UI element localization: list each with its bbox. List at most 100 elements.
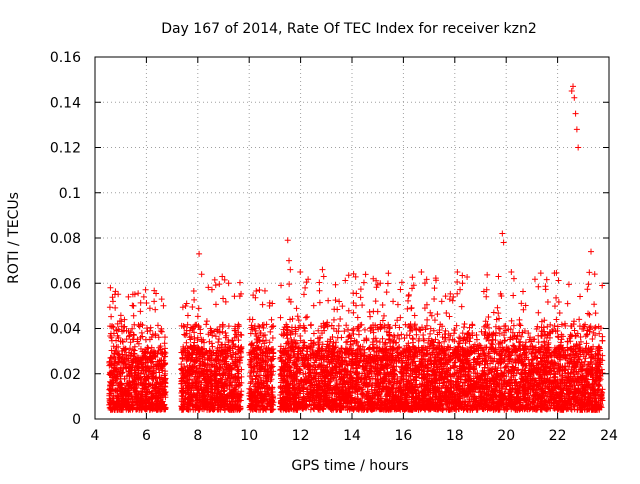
data-point: [303, 315, 309, 321]
data-point: [406, 292, 412, 298]
data-point: [520, 289, 526, 295]
data-point: [195, 313, 201, 319]
data-point: [337, 316, 343, 322]
data-point: [510, 342, 516, 348]
data-point: [238, 374, 244, 380]
data-point: [373, 298, 379, 304]
data-point: [552, 303, 558, 309]
data-point: [115, 291, 121, 297]
data-point: [483, 294, 489, 300]
data-point: [517, 339, 523, 345]
data-point: [262, 288, 268, 294]
data-point: [358, 294, 364, 300]
data-point: [112, 305, 118, 311]
data-point: [231, 293, 237, 299]
data-point: [494, 305, 500, 311]
data-point: [162, 340, 168, 346]
data-point: [155, 322, 161, 328]
data-point: [586, 281, 592, 287]
data-point: [216, 281, 222, 287]
data-point: [566, 281, 572, 287]
data-point: [446, 314, 452, 320]
data-point: [237, 280, 243, 286]
data-point: [385, 280, 391, 286]
data-point: [118, 312, 124, 318]
data-point: [517, 322, 523, 328]
data-point: [267, 329, 273, 335]
data-point: [464, 274, 470, 280]
data-point: [112, 288, 118, 294]
data-point: [424, 317, 430, 323]
data-point: [353, 291, 359, 297]
data-point: [213, 301, 219, 307]
data-point: [269, 324, 275, 330]
data-point: [189, 304, 195, 310]
data-point: [212, 277, 218, 283]
data-point: [143, 287, 149, 293]
data-point: [138, 300, 144, 306]
data-point: [387, 333, 393, 339]
data-point: [491, 309, 497, 315]
data-point: [325, 298, 331, 304]
data-point: [250, 316, 256, 322]
data-point: [553, 295, 559, 301]
data-point: [196, 305, 202, 311]
data-point: [148, 325, 154, 331]
data-point: [185, 313, 191, 319]
data-point: [535, 284, 541, 290]
data-point: [363, 271, 369, 277]
data-point: [397, 287, 403, 293]
data-point: [203, 321, 209, 327]
data-point: [535, 310, 541, 316]
data-point: [260, 302, 266, 308]
data-point: [183, 340, 189, 346]
data-point: [359, 302, 365, 308]
data-point: [108, 355, 114, 361]
data-point: [216, 336, 222, 342]
data-point: [137, 308, 143, 314]
data-point: [108, 314, 114, 320]
data-point: [523, 339, 529, 345]
data-point: [316, 280, 322, 286]
data-point: [236, 323, 242, 329]
data-point: [404, 306, 410, 312]
data-point: [431, 296, 437, 302]
data-point: [587, 312, 593, 318]
data-point: [301, 291, 307, 297]
data-point: [496, 325, 502, 331]
data-point: [427, 310, 433, 316]
data-point: [576, 316, 582, 322]
data-point: [410, 335, 416, 341]
data-point: [459, 304, 465, 310]
data-point: [585, 311, 591, 317]
data-point: [215, 339, 221, 345]
data-point: [131, 313, 137, 319]
data-point: [342, 278, 348, 284]
data-point: [412, 313, 418, 319]
data-point: [405, 298, 411, 304]
data-point: [143, 300, 149, 306]
data-point: [450, 298, 456, 304]
chart-title: Day 167 of 2014, Rate Of TEC Index for r…: [161, 21, 537, 37]
data-point: [538, 270, 544, 276]
data-point: [229, 338, 235, 344]
data-point: [593, 324, 599, 330]
data-point: [162, 334, 168, 340]
data-point: [302, 285, 308, 291]
data-point: [565, 301, 571, 307]
data-point: [331, 317, 337, 323]
data-point: [270, 335, 276, 341]
data-point: [395, 302, 401, 308]
data-point: [434, 311, 440, 317]
data-point: [484, 272, 490, 278]
data-point: [297, 269, 303, 275]
data-point: [107, 304, 113, 310]
data-point: [147, 305, 153, 311]
data-point: [338, 335, 344, 341]
data-point: [135, 290, 141, 296]
data-point: [269, 317, 275, 323]
data-point: [317, 288, 323, 294]
data-point: [160, 303, 166, 309]
